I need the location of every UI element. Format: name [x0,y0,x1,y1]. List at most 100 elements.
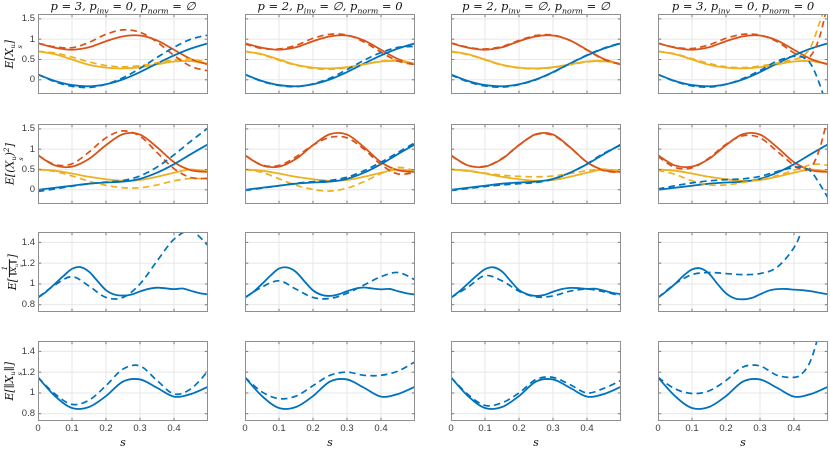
curves-group [451,266,621,299]
plot-area-r3c3 [451,232,621,312]
curve-yellow-dashed [451,50,621,70]
curves-group [658,232,828,301]
plot-background [451,124,621,204]
curve-blue-dashed [451,42,621,88]
plot-title-col4: p = 3, pinv = 0, pnorm = 0 [671,0,815,16]
subplot-r2c4 [658,124,828,209]
plot-area-r2c2 [245,124,415,204]
subplot-r4c4 [658,341,828,426]
x-tick-label: 0.2 [99,423,113,434]
plot-background [38,232,208,312]
y-tick-label: 0.5 [21,53,35,65]
curve-yellow-dashed [245,50,415,71]
x-tick-label: 0 [35,423,41,434]
curve-blue-dashed [38,34,208,89]
curves-group [38,364,208,410]
plot-background [38,124,208,204]
x-tick-label: 0.3 [546,423,560,434]
x-axis-label-col4: s [740,436,746,449]
axes-box [658,14,828,94]
axes-box [245,341,415,421]
y-tick-label: 1.2 [21,257,35,269]
plot-area-r1c1 [38,14,208,94]
curve-blue-solid [245,376,415,410]
plot-background [451,232,621,312]
curve-red-dashed [451,33,621,66]
axes-box [658,341,828,421]
plot-area-r2c3 [451,124,621,204]
axes-box [658,124,828,204]
x-tick-label: 0.1 [272,423,286,434]
axes-box [451,124,621,204]
y-tick-label: 1.5 [21,123,35,135]
curve-red-dashed [38,28,208,72]
curve-blue-solid [38,376,208,410]
axes-box [38,341,208,421]
curves-group [38,28,208,89]
x-tick-label: 0 [242,423,248,434]
plot-title-col1: p = 3, pinv = 0, pnorm = ∅ [50,0,196,16]
axes-box [451,14,621,94]
x-tick-label: 0.3 [753,423,767,434]
axes-box [245,14,415,94]
subplot-r4c1 [38,341,208,426]
x-tick-label: 0 [448,423,454,434]
curve-blue-dashed [38,232,208,300]
axes-box [38,14,208,94]
curve-blue-dashed [658,341,818,395]
plot-area-r4c2 [245,341,415,421]
plot-title-col2: p = 2, pinv = ∅, pnorm = 0 [257,0,403,16]
curve-yellow-dashed [38,168,208,189]
y-tick-label: 0.8 [21,299,35,311]
axes-box [451,232,621,312]
subplot-r3c4 [658,232,828,317]
curve-yellow-dashed [451,168,621,178]
y-tick-label: 1.4 [21,236,35,248]
axes-box [245,232,415,312]
curve-blue-solid [38,143,208,191]
curve-red-solid [38,131,208,173]
curve-blue-dashed [38,364,208,406]
x-axis-label-col1: s [120,436,126,449]
axes-box [38,232,208,312]
plot-background [658,124,828,204]
curve-yellow-solid [38,50,208,70]
y-tick-label: 0 [29,184,35,196]
curves-group [245,266,415,300]
x-tick-label: 0 [655,423,661,434]
y-tick-label: 1.4 [21,345,35,357]
y-tick-label: 0 [29,74,35,86]
plot-area-r3c4 [658,232,828,312]
axes-box [38,124,208,204]
curves-group [245,33,415,88]
y-tick-label: 0.8 [21,408,35,420]
curves-group [658,14,828,94]
y-tick-label: 1 [29,33,35,45]
x-tick-label: 0.1 [478,423,492,434]
curve-blue-dashed [451,274,621,299]
axes-box [245,124,415,204]
plot-background [245,124,415,204]
plot-area-r1c4 [658,14,828,94]
curve-blue-solid [451,376,621,410]
axes-box [658,232,828,312]
plot-title-col3: p = 2, pinv = ∅, pnorm = ∅ [462,0,610,16]
curves-group [451,376,621,410]
plot-area-r4c4 [658,341,828,421]
x-axis-label-col2: s [327,436,333,449]
x-tick-label: 0.3 [133,423,147,434]
plot-area-r4c1 [38,341,208,421]
curve-blue-solid [451,266,621,299]
curve-red-dashed [658,124,827,171]
curve-blue-solid [38,266,208,299]
y-tick-label: 1.2 [21,366,35,378]
curves-group [658,124,828,199]
curve-yellow-dashed [658,163,828,187]
curve-blue-solid [38,42,208,88]
curve-blue-solid [245,143,415,191]
subplot-r1c3 [451,14,621,99]
curves-group [245,361,415,410]
curves-group [38,232,208,300]
plot-background [245,232,415,312]
